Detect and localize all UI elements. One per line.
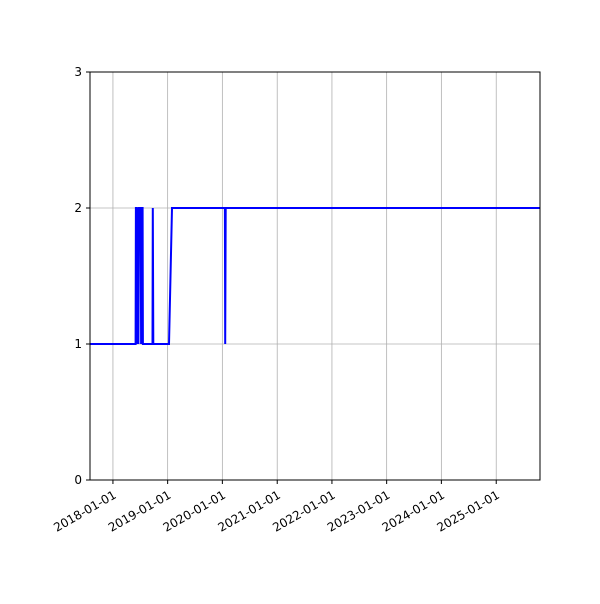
y-tick-label: 3 [74,65,82,79]
series-lines [90,207,540,345]
x-tick-label: 2025-01-01 [435,488,502,535]
x-axis: 2018-01-012019-01-012020-01-012021-01-01… [51,480,502,535]
grid [90,72,540,480]
y-tick-label: 1 [74,337,82,351]
y-tick-label: 2 [74,201,82,215]
series-line [90,207,540,345]
plot-frame [89,71,541,481]
y-axis: 0 1 2 3 [74,65,90,487]
y-tick-label: 0 [74,473,82,487]
